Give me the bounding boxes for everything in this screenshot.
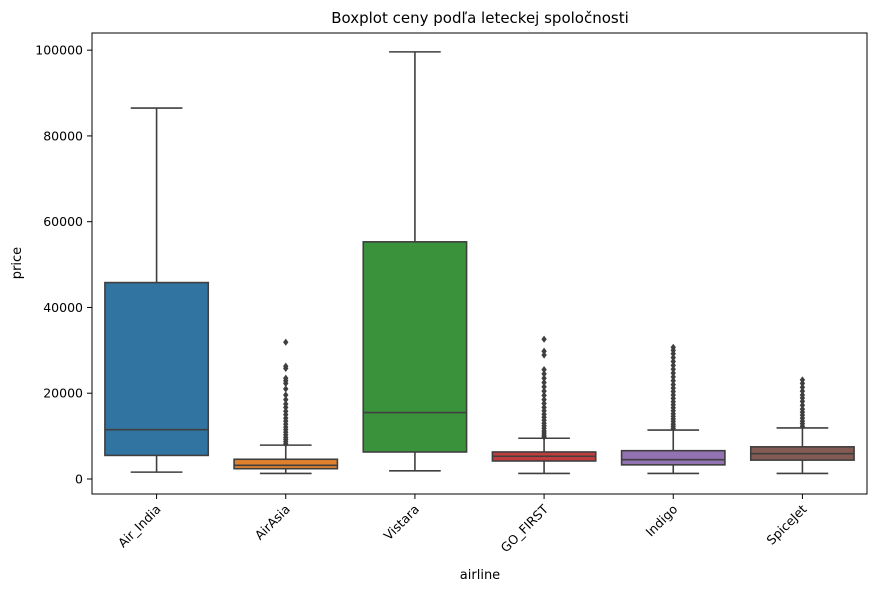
outlier-point	[541, 399, 547, 408]
box-go-first	[491, 335, 597, 475]
outlier-point	[283, 338, 289, 346]
outlier-point	[541, 335, 547, 343]
outlier-point	[799, 391, 806, 399]
y-tick-label: 40000	[43, 300, 83, 315]
outlier-point	[670, 361, 676, 369]
outlier-point	[670, 357, 676, 366]
outlier-point	[541, 347, 547, 355]
box-air-india	[104, 107, 210, 473]
outlier-point	[283, 407, 289, 415]
box-indigo	[620, 343, 726, 475]
y-tick-label: 100000	[35, 43, 83, 58]
y-tick-label: 60000	[43, 214, 83, 229]
box-spicejet	[749, 376, 855, 475]
outlier-point	[670, 377, 676, 385]
outlier-point	[541, 387, 547, 395]
outlier-point	[799, 387, 806, 395]
outlier-point	[283, 362, 289, 370]
plot-area	[104, 51, 855, 475]
y-axis-label: price	[10, 247, 25, 279]
outlier-point	[541, 391, 547, 399]
outlier-point	[283, 396, 289, 404]
iqr-box	[233, 458, 339, 470]
outlier-point	[670, 365, 676, 373]
outlier-point	[283, 391, 289, 399]
plot-frame	[91, 32, 868, 495]
outlier-point	[670, 354, 676, 362]
outlier-point	[283, 374, 289, 382]
outlier-point	[670, 381, 676, 389]
box-airasia	[233, 338, 339, 475]
outlier-point	[541, 396, 547, 404]
y-tick-label: 0	[75, 471, 83, 486]
y-axis: 0 20000 40000 60000 80000 100000	[35, 43, 92, 486]
outlier-point	[541, 383, 547, 391]
outlier-point	[799, 405, 806, 413]
box-vistara	[362, 51, 468, 472]
iqr-box	[620, 449, 726, 466]
x-axis-label: airline	[460, 568, 500, 583]
outlier-point	[541, 351, 547, 359]
outlier-point	[670, 343, 676, 351]
outlier-point	[541, 374, 547, 382]
iqr-box	[362, 241, 468, 453]
chart-title: Boxplot ceny podľa leteckej spoločnosti	[331, 9, 629, 27]
y-tick-label: 80000	[43, 128, 83, 143]
y-tick-label: 20000	[43, 386, 83, 401]
outlier-point	[541, 370, 547, 378]
outlier-point	[670, 369, 676, 377]
outlier-point	[799, 383, 806, 391]
outlier-point	[670, 373, 676, 381]
outlier-point	[283, 400, 289, 408]
iqr-box	[104, 281, 210, 457]
outlier-point	[799, 376, 806, 384]
outlier-point	[541, 366, 547, 374]
outlier-point	[541, 403, 547, 411]
outlier-point	[799, 401, 806, 409]
outlier-point	[283, 385, 289, 393]
outlier-point	[541, 378, 547, 387]
